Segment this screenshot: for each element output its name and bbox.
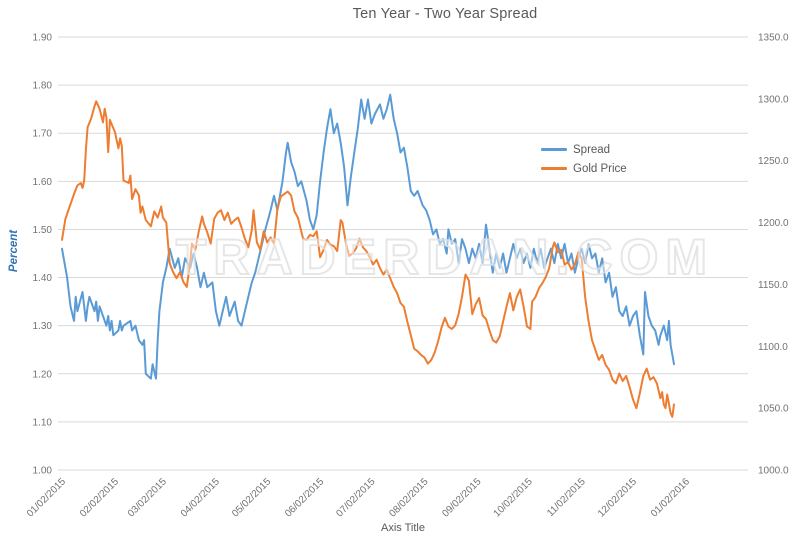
y-right-tick-label: 1350.0 <box>758 33 789 44</box>
x-axis-tick-label: 12/02/2015 <box>596 476 639 519</box>
y-right-tick-label: 1000.0 <box>758 466 789 477</box>
legend-label-gold-price: Gold Price <box>573 162 627 175</box>
y-left-tick-label: 1.40 <box>33 273 53 284</box>
x-axis-tick-label: 01/02/2016 <box>649 476 692 519</box>
series-line-spread <box>61 93 675 380</box>
y-right-tick-label: 1050.0 <box>758 404 789 415</box>
y-right-tick-label: 1100.0 <box>758 342 788 353</box>
x-axis-tick-label: 09/02/2015 <box>440 476 483 519</box>
x-axis-tick-label: 10/02/2015 <box>492 476 535 519</box>
y-left-tick-label: 1.20 <box>33 369 53 380</box>
x-axis-tick-label: 06/02/2015 <box>283 476 326 519</box>
y-right-tick-label: 1150.0 <box>758 280 788 291</box>
chart-title: Ten Year - Two Year Spread <box>352 6 538 22</box>
x-axis-tick-label: 07/02/2015 <box>334 476 377 519</box>
y-left-tick-label: 1.80 <box>33 81 53 92</box>
y-left-tick-label: 1.10 <box>33 417 53 428</box>
y-right-tick-label: 1300.0 <box>758 94 789 105</box>
x-axis-tick-label: 04/02/2015 <box>179 476 222 519</box>
y-axis-title-percent: Percent <box>8 229 20 273</box>
x-axis-tick-label: 01/02/2015 <box>25 476 68 519</box>
spread-line-swatch-icon <box>541 148 567 151</box>
legend: Spread Gold Price <box>541 140 627 178</box>
x-axis-tick-label: 11/02/2015 <box>545 476 588 519</box>
y-right-tick-label: 1200.0 <box>758 218 789 229</box>
x-axis-tick-label: 03/02/2015 <box>126 476 169 519</box>
y-left-tick-label: 1.60 <box>33 177 53 188</box>
y-right-tick-label: 1250.0 <box>758 156 789 167</box>
legend-label-spread: Spread <box>573 143 611 156</box>
x-axis-tick-label: 08/02/2015 <box>387 476 430 519</box>
y-left-tick-label: 1.90 <box>33 33 53 44</box>
x-axis-tick-label: 02/02/2015 <box>78 476 121 519</box>
y-left-tick-label: 1.50 <box>33 225 53 236</box>
y-left-tick-label: 1.70 <box>33 129 53 140</box>
legend-item-spread: Spread <box>541 140 627 159</box>
x-axis-tick-label: 05/02/2015 <box>230 476 273 519</box>
series-line-gold-price <box>61 100 675 418</box>
x-axis-title: Axis Title <box>380 522 425 534</box>
gold-price-line-swatch-icon <box>541 167 567 170</box>
y-left-tick-label: 1.00 <box>33 466 53 477</box>
legend-item-gold-price: Gold Price <box>541 159 627 178</box>
y-left-tick-label: 1.30 <box>33 321 53 332</box>
